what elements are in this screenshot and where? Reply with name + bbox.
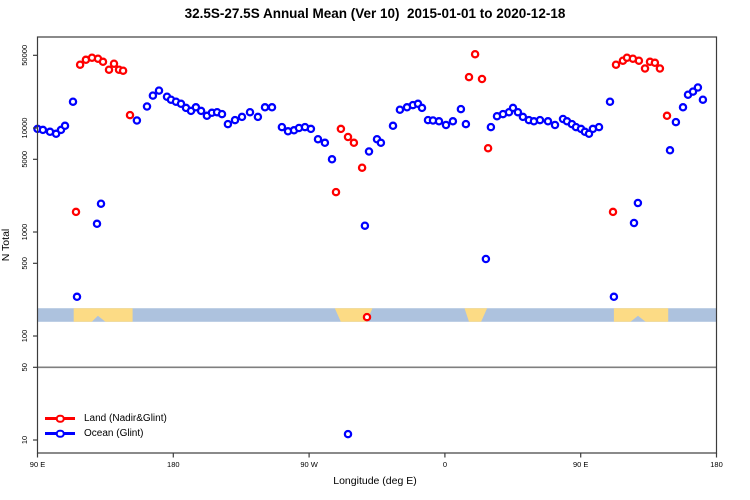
svg-text:0: 0: [443, 460, 447, 469]
legend-row-land: Land (Nadir&Glint): [44, 411, 167, 426]
legend-ocean-label: Ocean (Glint): [84, 428, 144, 439]
svg-text:50000: 50000: [20, 45, 29, 66]
svg-text:500: 500: [20, 257, 29, 270]
legend: Land (Nadir&Glint) Ocean (Glint): [44, 411, 167, 441]
svg-text:90 W: 90 W: [300, 460, 318, 469]
svg-text:180: 180: [167, 460, 180, 469]
chart-title: 32.5S-27.5S Annual Mean (Ver 10) 2015-01…: [184, 6, 566, 21]
svg-text:10: 10: [20, 436, 29, 444]
legend-land-label: Land (Nadir&Glint): [84, 413, 167, 424]
svg-text:5000: 5000: [20, 151, 29, 168]
svg-text:10000: 10000: [20, 118, 29, 139]
x-axis-label: Longitude (deg E): [333, 475, 417, 487]
ocean-marker-icon: [44, 428, 76, 440]
svg-text:180: 180: [710, 460, 723, 469]
svg-text:100: 100: [20, 330, 29, 343]
y-axis-label: N Total: [0, 228, 12, 262]
land-marker-icon: [44, 413, 76, 425]
legend-row-ocean: Ocean (Glint): [44, 426, 167, 441]
svg-text:90 E: 90 E: [573, 460, 588, 469]
svg-text:1000: 1000: [20, 224, 29, 241]
svg-text:50: 50: [20, 363, 29, 371]
svg-text:90 E: 90 E: [30, 460, 45, 469]
